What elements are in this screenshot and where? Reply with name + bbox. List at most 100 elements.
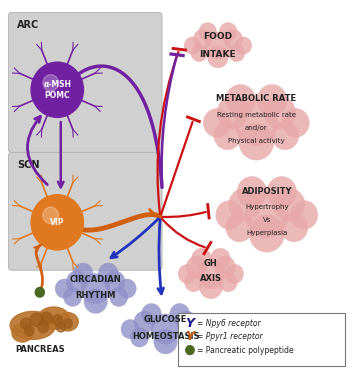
Circle shape [191,44,207,62]
Circle shape [25,326,34,336]
Circle shape [210,248,230,269]
Circle shape [84,289,107,313]
Circle shape [235,100,278,146]
Circle shape [63,319,72,328]
Circle shape [216,200,243,229]
Text: α-MSH
POMC: α-MSH POMC [43,80,71,100]
Ellipse shape [10,311,56,339]
Text: PANCREAS: PANCREAS [15,345,65,354]
Circle shape [217,96,249,129]
Circle shape [224,29,243,49]
Circle shape [196,259,225,289]
Circle shape [43,75,58,91]
Text: and/or: and/or [245,125,268,131]
Text: Vs: Vs [263,217,271,223]
Circle shape [184,37,201,54]
Circle shape [170,303,190,324]
Circle shape [154,329,177,354]
Text: HOMEOSTASIS: HOMEOSTASIS [132,332,199,341]
Text: CIRCADIAN: CIRCADIAN [70,275,121,284]
Circle shape [104,271,125,293]
Circle shape [38,322,49,333]
Circle shape [235,37,252,54]
Circle shape [237,177,267,208]
Text: GH: GH [204,259,218,268]
Circle shape [215,256,235,278]
Circle shape [199,23,216,41]
Circle shape [121,319,139,339]
Circle shape [271,121,299,150]
Text: AXIS: AXIS [200,274,222,283]
FancyBboxPatch shape [8,152,162,270]
Text: Hypertrophy: Hypertrophy [245,204,289,210]
Circle shape [41,312,52,324]
Circle shape [182,328,201,347]
Circle shape [245,192,288,238]
Circle shape [81,273,110,304]
Circle shape [281,213,308,242]
Text: FOOD: FOOD [203,32,232,41]
Circle shape [186,256,207,278]
Circle shape [203,108,231,137]
Circle shape [109,287,128,306]
Circle shape [191,248,212,269]
Ellipse shape [38,307,69,329]
Circle shape [66,271,87,293]
Circle shape [290,200,318,229]
Text: = Npy6 receptor: = Npy6 receptor [197,319,260,328]
Circle shape [73,263,93,284]
FancyBboxPatch shape [178,312,345,366]
Text: = Ppyr1 receptor: = Ppyr1 receptor [197,332,263,341]
Text: Resting metabolic rate: Resting metabolic rate [217,112,296,118]
Circle shape [98,263,118,284]
Circle shape [118,279,136,298]
Text: RHYTHM: RHYTHM [75,292,116,301]
Circle shape [257,84,287,116]
Circle shape [31,62,83,117]
Circle shape [131,328,149,347]
Circle shape [134,311,155,333]
Circle shape [31,195,83,250]
Circle shape [178,264,196,283]
Circle shape [193,29,212,49]
Text: Physical activity: Physical activity [228,138,285,144]
Circle shape [142,303,161,324]
Text: VIP: VIP [50,218,64,227]
Circle shape [43,207,58,224]
Circle shape [274,188,305,221]
Circle shape [282,108,309,137]
Ellipse shape [12,324,33,342]
Circle shape [207,46,228,68]
Circle shape [219,272,237,292]
Circle shape [239,123,274,160]
Circle shape [176,311,197,333]
Circle shape [184,272,203,292]
Circle shape [186,346,194,355]
Circle shape [205,32,231,59]
Text: Y: Y [186,330,194,343]
Circle shape [226,84,256,116]
Circle shape [267,177,297,208]
Text: METABOLIC RATE: METABOLIC RATE [216,95,296,104]
Circle shape [151,314,180,344]
Circle shape [219,23,237,41]
Text: INTAKE: INTAKE [200,50,236,59]
Text: = Pancreatic polypeptide: = Pancreatic polypeptide [197,346,294,355]
Text: SCN: SCN [17,160,40,170]
Circle shape [21,318,31,329]
Text: Hyperplasia: Hyperplasia [246,230,288,236]
Circle shape [214,121,241,150]
Circle shape [192,319,210,339]
Circle shape [226,213,253,242]
Circle shape [199,274,223,299]
Circle shape [30,313,43,326]
Text: ARC: ARC [17,20,39,30]
Circle shape [228,44,245,62]
Circle shape [35,288,44,297]
Circle shape [55,279,74,298]
Circle shape [229,188,260,221]
Text: Y: Y [186,317,194,330]
Circle shape [56,322,65,332]
Circle shape [249,215,284,252]
Circle shape [264,96,296,129]
